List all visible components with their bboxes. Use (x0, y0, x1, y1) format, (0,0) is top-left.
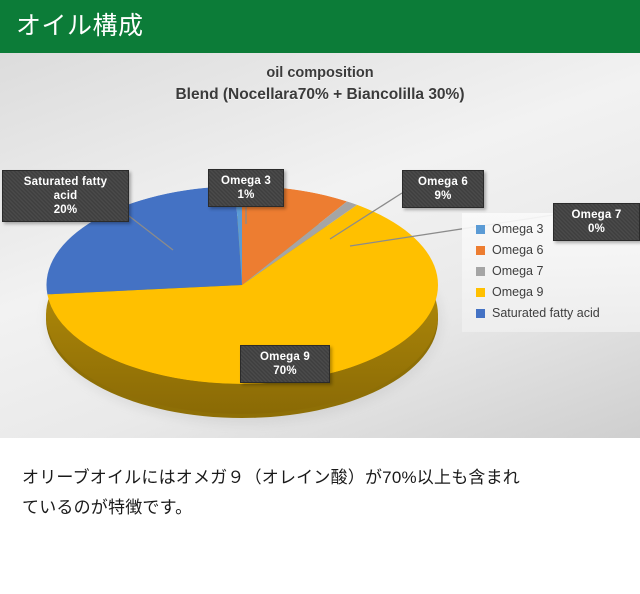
legend-swatch-icon (476, 309, 485, 318)
callout-omega-9[interactable]: Omega 9 70% (240, 345, 330, 383)
callout-line-1: Omega 6 (418, 176, 468, 188)
caption-text: オリーブオイルにはオメガ９（オレイン酸）が70%以上も含まれ ているのが特徴です… (22, 463, 618, 523)
legend-label: Omega 3 (492, 222, 544, 236)
legend-item-omega-9[interactable]: Omega 9 (462, 282, 640, 303)
pie-top-face (46, 186, 438, 384)
callout-value: 70% (273, 365, 297, 377)
pie-slice-omega-6[interactable] (242, 186, 348, 285)
caption-line-1: オリーブオイルにはオメガ９（オレイン酸）が70%以上も含まれ (22, 468, 521, 487)
callout-line-2: acid (53, 190, 78, 202)
callout-line-1: Omega 7 (571, 209, 622, 221)
callout-value: 9% (434, 190, 452, 202)
pie-slices (46, 186, 438, 384)
pie-slice-omega-9[interactable] (47, 204, 438, 384)
legend-swatch-icon (476, 267, 485, 276)
callout-value: 20% (53, 204, 78, 216)
chart-title-line-2: Blend (Nocellara70% + Biancolilla 30%) (175, 86, 465, 103)
chart-panel: oil composition Blend (Nocellara70% + Bi… (0, 53, 640, 438)
chart-title: oil composition Blend (Nocellara70% + Bi… (0, 63, 640, 105)
callout-omega-3[interactable]: Omega 3 1% (208, 169, 284, 207)
legend-item-omega-7[interactable]: Omega 7 (462, 261, 640, 282)
legend-swatch-icon (476, 246, 485, 255)
legend-label: Omega 9 (492, 285, 544, 299)
page-title: オイル構成 (16, 12, 144, 40)
chart-title-line-1: oil composition (266, 65, 374, 81)
legend-item-omega-6[interactable]: Omega 6 (462, 240, 640, 261)
caption-line-2: ているのが特徴です。 (22, 498, 193, 517)
pie-slice-omega-7[interactable] (242, 201, 358, 285)
pie-chart (38, 168, 448, 428)
legend-label: Saturated fatty acid (492, 306, 600, 320)
legend-item-saturated-fatty-acid[interactable]: Saturated fatty acid (462, 303, 640, 324)
callout-line-1: Saturated fatty (23, 176, 108, 188)
legend-swatch-icon (476, 225, 485, 234)
callout-value: 1% (237, 189, 255, 201)
legend-swatch-icon (476, 288, 485, 297)
callout-line-1: Omega 3 (221, 175, 271, 187)
callout-omega-7[interactable]: Omega 7 0% (553, 203, 640, 241)
callout-value: 0% (587, 223, 606, 235)
legend-label: Omega 7 (492, 264, 544, 278)
header-banner: オイル構成 (0, 0, 640, 53)
callout-line-1: Omega 9 (260, 351, 310, 363)
callout-omega-6[interactable]: Omega 6 9% (402, 170, 484, 208)
legend-label: Omega 6 (492, 243, 544, 257)
pie-slice-omega-3[interactable] (235, 186, 242, 285)
legend-item-omega-3[interactable]: Omega 3 (462, 219, 640, 240)
callout-saturated-fatty-acid[interactable]: Saturated fatty acid 20% (2, 170, 129, 222)
